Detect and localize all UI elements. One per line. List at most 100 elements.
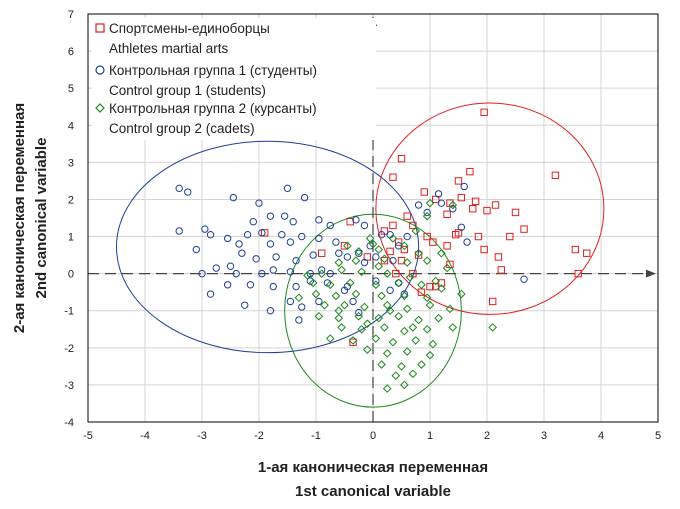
point-diamond [431,276,441,286]
point-diamond [374,245,384,254]
point-circle [266,212,275,220]
point-diamond [343,241,352,251]
x-tick-labels: -5 -4 -3 -2 -1 0 1 2 3 4 5 [83,430,661,442]
point-square [571,245,580,254]
point-circle [315,216,323,224]
point-diamond [388,234,398,243]
x-tick-label: -5 [83,430,93,442]
point-circle [243,230,252,239]
point-diamond [314,311,324,321]
point-diamond [334,258,344,267]
point-circle [249,218,258,226]
point-square [397,154,406,163]
point-diamond [374,313,384,323]
x-tick-label: 2 [484,430,490,442]
point-square [349,338,357,346]
point-diamond [325,280,335,290]
x-tick-label: -1 [311,430,321,442]
point-square [414,251,423,259]
point-diamond [397,362,406,371]
point-square [423,232,431,241]
point-square [480,108,488,116]
point-diamond [400,241,409,251]
legend-label-cadets-en: Control group 2 (cadets) [109,121,255,136]
point-diamond [325,334,335,343]
point-circle [355,249,363,257]
point-circle [278,230,286,239]
point-diamond [362,345,372,354]
point-circle [232,269,240,278]
legend-background [92,18,376,140]
point-diamond [428,339,438,349]
point-circle [349,297,357,306]
point-circle [520,275,528,283]
point-circle [229,193,238,202]
point-circle [372,277,380,285]
point-diamond [417,360,426,369]
y-tick-label: -1 [64,306,74,318]
point-diamond [422,211,432,221]
point-diamond [422,256,432,265]
point-diamond [380,254,389,264]
point-diamond [422,293,432,303]
point-diamond [377,360,386,369]
point-circle [175,227,183,235]
legend-label-athletes-en: Athletes martial arts [109,41,229,56]
point-diamond [337,265,346,275]
point-circle [206,290,215,298]
point-diamond [391,371,401,380]
point-diamond [354,311,364,321]
point-circle [332,238,340,246]
point-circle [266,240,275,248]
point-circle [212,264,220,272]
y-tick-label: 7 [68,9,74,21]
point-diamond [437,248,446,258]
point-square [437,279,446,287]
point-square [432,195,440,204]
point-square [420,188,429,196]
point-circle [460,182,468,191]
point-diamond [394,311,403,321]
point-diamond [434,313,443,323]
point-circle [292,282,300,291]
point-square [494,253,503,261]
point-diamond [414,315,423,325]
point-diamond [448,323,458,332]
point-diamond [417,280,426,290]
point-circle [463,238,471,246]
point-circle [298,303,306,311]
point-circle [269,266,277,274]
point-diamond [365,234,375,243]
point-square [574,269,582,278]
point-diamond [394,278,403,288]
point-circle [403,232,411,241]
point-diamond [371,280,381,290]
point-circle [434,190,443,198]
point-square [392,269,400,278]
point-circle [295,316,303,324]
data-points [175,108,591,393]
point-diamond [320,300,329,310]
point-circle [423,208,431,217]
point-circle [258,269,266,278]
point-square [426,282,434,291]
y-tick-label: 5 [68,83,74,95]
point-square [506,232,514,241]
point-diamond [377,291,386,301]
point-circle [400,290,409,298]
point-circle [449,205,457,213]
point-circle [318,266,326,274]
x-tick-label: -3 [197,430,207,442]
point-diamond [385,306,395,316]
legend-label-cadets-ru: Контрольная группа 2 (курсанты) [109,101,317,116]
point-diamond [340,300,349,310]
point-circle [235,240,243,248]
y-tick-label: 3 [68,157,74,169]
point-diamond [400,291,409,301]
point-circle [355,308,363,317]
point-square [443,242,451,250]
point-square [429,238,437,246]
point-square [389,221,397,230]
point-square [466,167,474,176]
point-circle [386,286,394,295]
